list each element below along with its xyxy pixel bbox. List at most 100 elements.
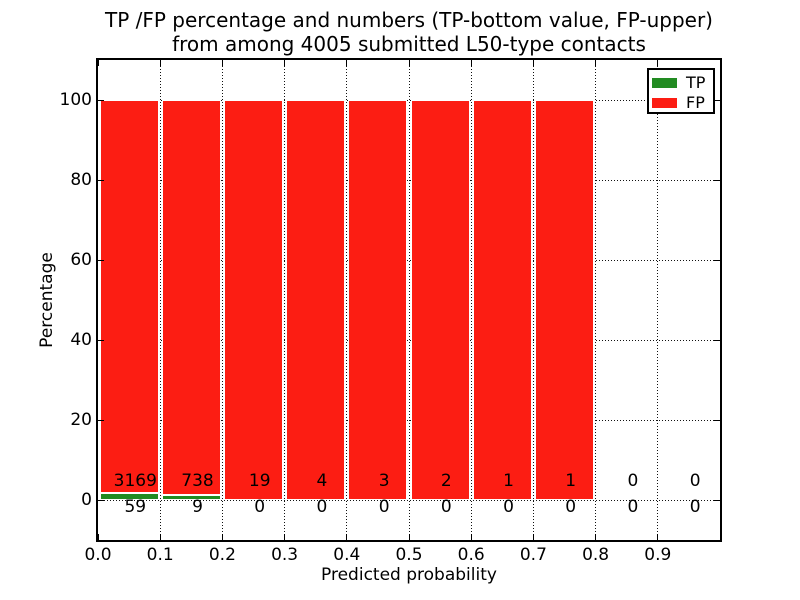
fp-count-label: 3169 [113, 471, 157, 491]
x-tick-mark-top [221, 60, 223, 66]
x-tick-label: 0.6 [457, 545, 485, 565]
x-tick-mark-top [159, 60, 161, 66]
x-axis-label: Predicted probability [321, 565, 497, 585]
y-tick-mark-right [714, 259, 720, 261]
gridline-vertical [595, 60, 597, 540]
x-tick-label: 0.4 [333, 545, 361, 565]
fp-count-label: 3 [378, 471, 390, 491]
y-tick-mark-right [714, 419, 720, 421]
tp-count-label: 0 [689, 497, 701, 517]
tp-count-label: 0 [254, 497, 266, 517]
tp-count-label: 0 [440, 497, 452, 517]
tp-count-label: 0 [503, 497, 514, 517]
x-tick-mark-top [97, 60, 99, 66]
plot-area: TP FP 3169 59 738 9 19 0 4 0 3 0 2 0 1 0 1 0 0 0 0 0 [96, 58, 722, 542]
x-tick-mark [470, 534, 472, 540]
gridline-vertical [408, 60, 410, 540]
y-tick-mark [98, 179, 104, 181]
bar-fp [286, 100, 346, 500]
y-tick-label: 100 [59, 90, 92, 110]
fp-count-label: 19 [248, 471, 271, 491]
bar-fp [534, 100, 595, 500]
legend: TP FP [647, 68, 715, 114]
legend-row-tp: TP [652, 73, 713, 93]
x-tick-mark [159, 534, 161, 540]
chart-title: TP /FP percentage and numbers (TP-bottom… [98, 8, 720, 56]
fp-count-label: 4 [316, 471, 328, 491]
x-tick-mark [532, 534, 534, 540]
gridline-vertical [657, 60, 659, 540]
tp-count-label: 9 [192, 497, 203, 517]
y-tick-label: 0 [81, 490, 92, 510]
fp-count-label: 1 [565, 471, 577, 491]
x-tick-mark [346, 534, 348, 540]
legend-tp-label: TP [686, 73, 706, 92]
x-tick-mark-top [284, 60, 286, 66]
y-tick-mark-right [714, 99, 720, 101]
tp-count-label: 0 [316, 497, 328, 517]
x-tick-mark-top [346, 60, 348, 66]
bar-fp [161, 100, 221, 496]
x-tick-label: 0.1 [146, 545, 174, 565]
bar-fp [410, 100, 470, 500]
bar-fp [99, 100, 159, 493]
x-tick-mark-top [595, 60, 597, 66]
tp-count-label: 59 [124, 497, 147, 517]
x-tick-label: 0.5 [395, 545, 423, 565]
x-tick-label: 0.0 [84, 545, 112, 565]
bar-fp [472, 100, 532, 500]
x-tick-mark-top [532, 60, 534, 66]
y-tick-mark [98, 259, 104, 261]
x-tick-label: 0.9 [644, 545, 672, 565]
x-tick-mark [595, 534, 597, 540]
y-tick-label: 80 [70, 170, 92, 190]
plot-inner: TP FP 3169 59 738 9 19 0 4 0 3 0 2 0 1 0 1 0 0 0 0 0 [97, 60, 720, 540]
y-tick-label: 60 [70, 250, 92, 270]
bar-tp [99, 492, 159, 500]
x-tick-mark [221, 534, 223, 540]
tp-count-label: 0 [627, 497, 639, 517]
x-tick-label: 0.8 [582, 545, 610, 565]
fp-count-label: 2 [440, 471, 452, 491]
fp-count-label: 0 [689, 471, 701, 491]
y-tick-mark-right [714, 179, 720, 181]
y-tick-mark [98, 99, 104, 101]
gridline-vertical [221, 60, 223, 540]
y-tick-mark-right [714, 499, 720, 501]
legend-tp-swatch [652, 78, 677, 88]
gridline-vertical [532, 60, 534, 540]
y-tick-mark [98, 499, 104, 501]
gridline-vertical [470, 60, 472, 540]
x-tick-label: 0.2 [208, 545, 236, 565]
gridline-vertical [346, 60, 348, 540]
legend-row-fp: FP [652, 93, 713, 113]
x-tick-mark [97, 534, 99, 540]
y-tick-mark [98, 339, 104, 341]
x-tick-label: 0.7 [519, 545, 547, 565]
x-tick-mark [284, 534, 286, 540]
legend-fp-swatch [652, 98, 677, 108]
bar-fp [223, 100, 284, 500]
gridline-vertical [159, 60, 161, 540]
x-tick-mark [408, 534, 410, 540]
bar-fp [348, 100, 408, 500]
y-tick-mark-right [714, 339, 720, 341]
x-tick-label: 0.3 [271, 545, 299, 565]
fp-count-label: 1 [503, 471, 514, 491]
x-tick-mark-top [470, 60, 472, 66]
fp-count-label: 738 [181, 471, 214, 491]
gridline-vertical [284, 60, 286, 540]
tp-count-label: 0 [378, 497, 390, 517]
y-tick-mark [98, 419, 104, 421]
y-tick-label: 40 [70, 330, 92, 350]
x-tick-mark-top [408, 60, 410, 66]
bar-tp [161, 495, 221, 500]
fp-count-label: 0 [627, 471, 639, 491]
tp-count-label: 0 [565, 497, 577, 517]
x-tick-mark-top [657, 60, 659, 66]
y-tick-label: 20 [70, 410, 92, 430]
chart-title-line1: TP /FP percentage and numbers (TP-bottom… [105, 8, 713, 32]
x-tick-mark [657, 534, 659, 540]
legend-fp-label: FP [686, 93, 705, 112]
